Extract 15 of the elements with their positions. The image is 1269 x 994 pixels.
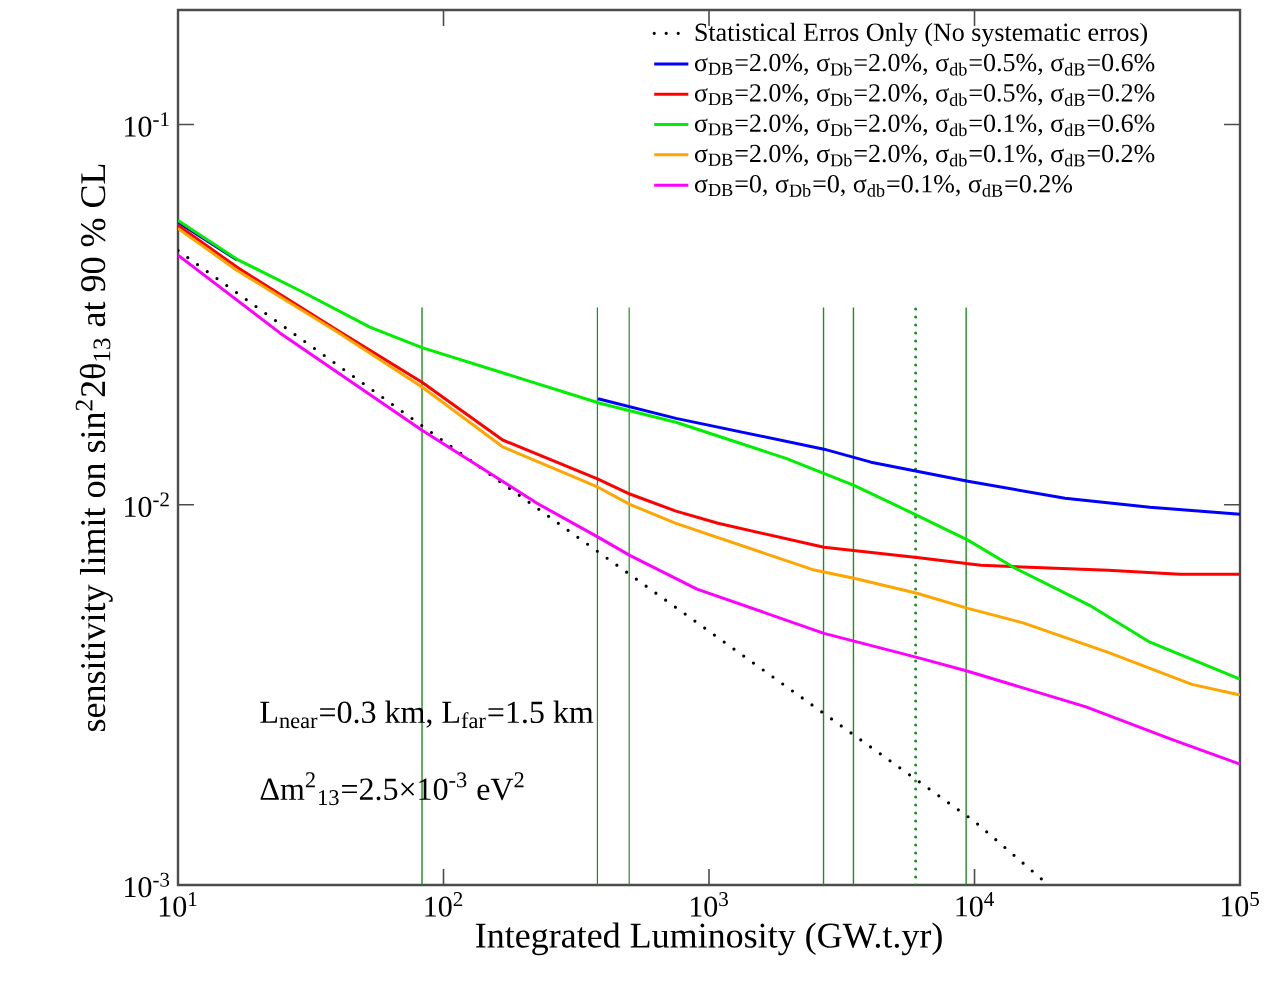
y-tick-label: 10$^{-2}$ <box>125 492 169 518</box>
text: σ$_{DB}$=2.0%, σ$_{Db}$=2.0%, σ$_{db}$=0.1%, σ$_{dB}$=0.2% <box>694 144 1155 167</box>
x-tick-label: 10$^{1}$ <box>159 892 197 917</box>
x-tick-label: 10$^{4}$ <box>956 892 994 917</box>
y-tick-label: 10$^{-1}$ <box>125 112 169 137</box>
x-tick-label: 10$^{5}$ <box>1221 892 1259 917</box>
text: σ$_{DB}$=0, σ$_{Db}$=0, σ$_{db}$=0.1%, σ$_{dB}$=0.2% <box>694 174 1073 197</box>
x-axis-title: Integrated Luminosity (GW.t.yr) <box>476 922 942 956</box>
y-axis-title: sensitivity limit on sin$^{2}$2θ$_{13}$ at 90 % CL <box>75 164 113 732</box>
legend-label: Statistical Erros Only (No systematic erros) <box>695 22 1148 47</box>
x-tick-label: 10$^{2}$ <box>425 892 463 917</box>
x-tick-label: 10$^{3}$ <box>690 892 728 917</box>
text: σ$_{DB}$=2.0%, σ$_{Db}$=2.0%, σ$_{db}$=0.5%, σ$_{dB}$=0.2% <box>694 84 1155 106</box>
text: σ$_{DB}$=2.0%, σ$_{Db}$=2.0%, σ$_{db}$=0.5%, σ$_{dB}$=0.6% <box>694 53 1155 76</box>
text: σ$_{DB}$=2.0%, σ$_{Db}$=2.0%, σ$_{db}$=0.1%, σ$_{dB}$=0.6% <box>694 114 1155 137</box>
